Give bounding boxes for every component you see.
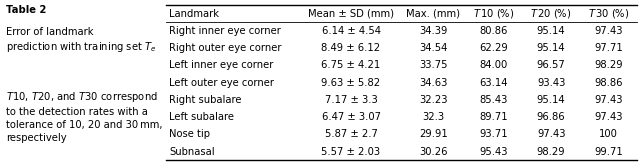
Text: Mean ± SD (mm): Mean ± SD (mm) bbox=[308, 9, 394, 19]
Text: Right outer eye corner: Right outer eye corner bbox=[169, 43, 282, 53]
Text: 5.87 ± 2.7: 5.87 ± 2.7 bbox=[324, 129, 378, 139]
Text: $T$10, $T$20, and $T$30 correspond
to the detection rates with a
tolerance of 10: $T$10, $T$20, and $T$30 correspond to th… bbox=[6, 90, 163, 143]
Text: 96.57: 96.57 bbox=[537, 60, 566, 70]
Text: Table 2: Table 2 bbox=[6, 5, 47, 15]
Text: 95.43: 95.43 bbox=[479, 147, 508, 157]
Text: 32.23: 32.23 bbox=[419, 95, 447, 105]
Text: Max. (mm): Max. (mm) bbox=[406, 9, 460, 19]
Text: 9.63 ± 5.82: 9.63 ± 5.82 bbox=[321, 78, 381, 88]
Text: 95.14: 95.14 bbox=[537, 43, 566, 53]
Text: 98.86: 98.86 bbox=[594, 78, 623, 88]
Text: 97.43: 97.43 bbox=[594, 112, 623, 122]
Text: 32.3: 32.3 bbox=[422, 112, 444, 122]
Text: 97.43: 97.43 bbox=[594, 95, 623, 105]
Text: 89.71: 89.71 bbox=[479, 112, 508, 122]
Text: Landmark: Landmark bbox=[169, 9, 220, 19]
Text: Right subalare: Right subalare bbox=[169, 95, 242, 105]
Text: Left subalare: Left subalare bbox=[169, 112, 234, 122]
Text: Left outer eye corner: Left outer eye corner bbox=[169, 78, 274, 88]
Text: 85.43: 85.43 bbox=[479, 95, 508, 105]
Text: 6.14 ± 4.54: 6.14 ± 4.54 bbox=[321, 26, 381, 36]
Text: 34.63: 34.63 bbox=[419, 78, 447, 88]
Text: 95.14: 95.14 bbox=[537, 26, 566, 36]
Text: 97.43: 97.43 bbox=[537, 129, 565, 139]
Text: $T$ 30 (%): $T$ 30 (%) bbox=[588, 7, 629, 20]
Text: 29.91: 29.91 bbox=[419, 129, 448, 139]
Text: 6.47 ± 3.07: 6.47 ± 3.07 bbox=[321, 112, 381, 122]
Text: 8.49 ± 6.12: 8.49 ± 6.12 bbox=[321, 43, 381, 53]
Text: Error of landmark
prediction with training set $T_e$: Error of landmark prediction with traini… bbox=[6, 27, 157, 54]
Text: 7.17 ± 3.3: 7.17 ± 3.3 bbox=[324, 95, 378, 105]
Text: 34.39: 34.39 bbox=[419, 26, 447, 36]
Text: 33.75: 33.75 bbox=[419, 60, 447, 70]
Text: 97.71: 97.71 bbox=[594, 43, 623, 53]
Text: 5.57 ± 2.03: 5.57 ± 2.03 bbox=[321, 147, 381, 157]
Text: 84.00: 84.00 bbox=[479, 60, 508, 70]
Text: 80.86: 80.86 bbox=[479, 26, 508, 36]
Text: 63.14: 63.14 bbox=[479, 78, 508, 88]
Text: 93.43: 93.43 bbox=[537, 78, 565, 88]
Text: 95.14: 95.14 bbox=[537, 95, 566, 105]
Text: 93.71: 93.71 bbox=[479, 129, 508, 139]
Text: 98.29: 98.29 bbox=[537, 147, 566, 157]
Text: $T$ 10 (%): $T$ 10 (%) bbox=[473, 7, 515, 20]
Text: 6.75 ± 4.21: 6.75 ± 4.21 bbox=[321, 60, 381, 70]
Text: 99.71: 99.71 bbox=[594, 147, 623, 157]
Text: Subnasal: Subnasal bbox=[169, 147, 215, 157]
Text: 98.29: 98.29 bbox=[594, 60, 623, 70]
Text: 34.54: 34.54 bbox=[419, 43, 447, 53]
Text: Left inner eye corner: Left inner eye corner bbox=[169, 60, 273, 70]
Text: Right inner eye corner: Right inner eye corner bbox=[169, 26, 281, 36]
Text: 97.43: 97.43 bbox=[594, 26, 623, 36]
Text: 100: 100 bbox=[599, 129, 618, 139]
Text: 96.86: 96.86 bbox=[537, 112, 566, 122]
Text: 62.29: 62.29 bbox=[479, 43, 508, 53]
Text: $T$ 20 (%): $T$ 20 (%) bbox=[531, 7, 572, 20]
Text: 30.26: 30.26 bbox=[419, 147, 447, 157]
Text: Nose tip: Nose tip bbox=[169, 129, 210, 139]
